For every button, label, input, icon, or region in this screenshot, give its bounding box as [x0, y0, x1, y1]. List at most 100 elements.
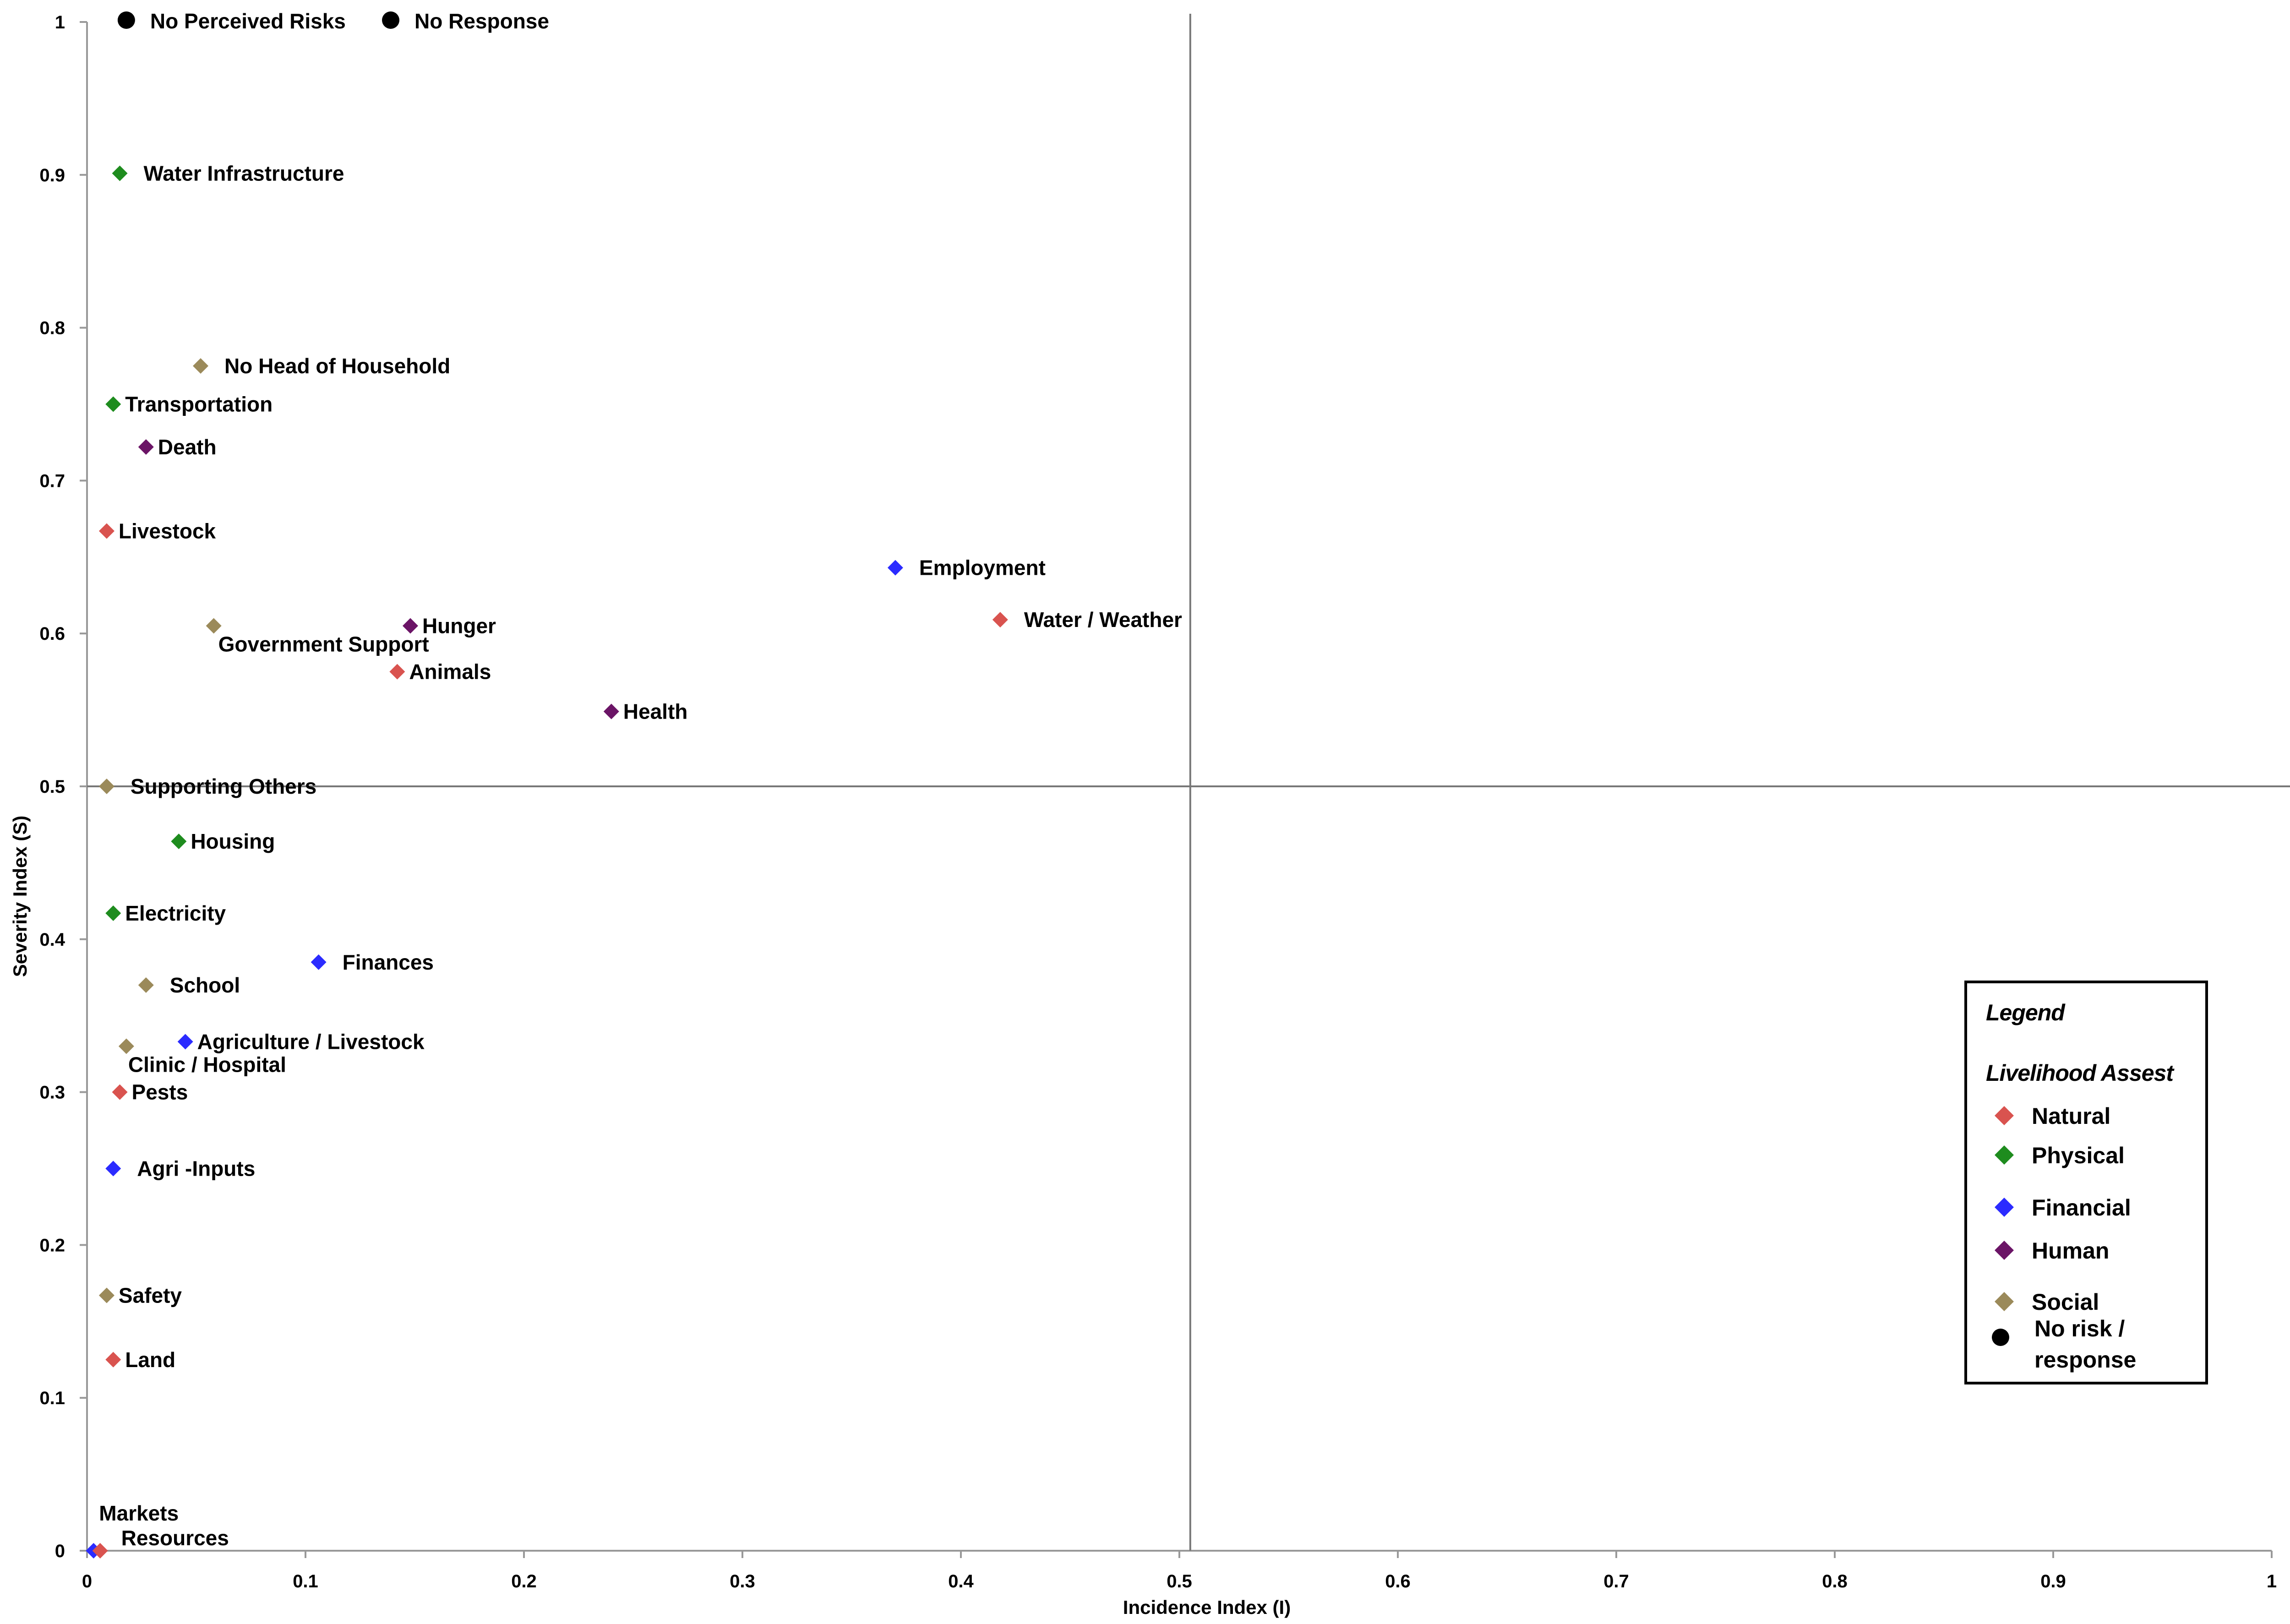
x-tick-label: 0 — [82, 1571, 92, 1591]
point-marker-diamond — [193, 358, 209, 374]
y-tick-label: 0.1 — [39, 1388, 65, 1408]
point-label: Health — [623, 699, 688, 723]
point-label: Livestock — [119, 519, 216, 543]
data-point: Animals — [389, 660, 491, 684]
data-point: Housing — [171, 829, 275, 853]
x-tick-label: 0.3 — [730, 1571, 755, 1591]
legend-marker-circle — [1992, 1329, 2009, 1346]
data-point: Water / Weather — [992, 608, 1182, 632]
point-marker-diamond — [118, 1038, 134, 1054]
point-marker-diamond — [311, 954, 327, 970]
point-marker-diamond — [92, 1543, 108, 1559]
data-point: Finances — [311, 950, 434, 974]
point-marker-diamond — [105, 905, 121, 921]
point-label: Government Support — [218, 632, 429, 656]
point-label: Resources — [121, 1526, 229, 1550]
point-label: Agri -Inputs — [137, 1157, 255, 1181]
point-label: Supporting Others — [131, 774, 316, 798]
point-label: Finances — [343, 950, 434, 974]
y-tick-label: 0.6 — [39, 624, 65, 644]
data-point: Health — [603, 699, 688, 723]
point-label: School — [170, 973, 240, 997]
y-tick-label: 0.3 — [39, 1083, 65, 1103]
ticks: 0 0.1 0.2 0.3 0.4 0.5 0.6 0.7 0.8 0.9 1 0 0.1 0.2 0.3 0… — [39, 12, 2277, 1591]
x-tick-label: 0.1 — [293, 1571, 318, 1591]
point-label: Transportation — [125, 392, 273, 416]
x-tick-label: 0.4 — [948, 1571, 974, 1591]
legend-label: response — [2034, 1347, 2136, 1373]
point-label: Agriculture / Livestock — [197, 1030, 425, 1053]
legend-marker-diamond — [1995, 1145, 2014, 1165]
point-label: Water Infrastructure — [144, 161, 344, 185]
y-tick-label: 0.5 — [39, 777, 65, 797]
legend-entry: Natural — [1995, 1103, 2110, 1129]
x-tick-label: 0.9 — [2040, 1571, 2066, 1591]
data-point: Supporting Others — [98, 774, 316, 798]
legend-marker-diamond — [1995, 1241, 2014, 1260]
legend-entry: Physical — [1995, 1143, 2125, 1168]
legend-label: Human — [2032, 1238, 2109, 1264]
point-marker-circle — [382, 11, 400, 29]
point-label: Markets — [99, 1501, 179, 1525]
point-label: No Perceived Risks — [150, 9, 346, 33]
data-point: Electricity — [105, 901, 226, 925]
x-tick-label: 0.7 — [1603, 1571, 1629, 1591]
point-marker-diamond — [112, 1084, 128, 1100]
x-tick-label: 0.6 — [1385, 1571, 1411, 1591]
point-marker-diamond — [389, 664, 405, 680]
y-tick-label: 0.8 — [39, 318, 65, 338]
point-marker-diamond — [402, 618, 418, 634]
data-points: No Perceived Risks No Response Water Infra… — [86, 9, 1182, 1559]
point-marker-diamond — [171, 834, 187, 850]
data-point: Clinic / Hospital — [118, 1038, 286, 1076]
point-label: Safety — [119, 1284, 182, 1308]
data-point: Government Support — [206, 618, 429, 656]
point-marker-diamond — [177, 1034, 193, 1050]
y-tick-label: 0.7 — [39, 471, 65, 491]
point-marker-diamond — [206, 618, 222, 634]
point-label: Pests — [132, 1080, 188, 1104]
point-label: No Response — [414, 9, 549, 33]
legend-label: Physical — [2032, 1143, 2125, 1168]
legend-entry: Financial — [1995, 1195, 2131, 1221]
y-tick-label: 1 — [55, 12, 65, 33]
point-label: Hunger — [422, 614, 496, 638]
point-marker-diamond — [98, 779, 114, 794]
point-marker-diamond — [603, 703, 619, 719]
data-point: School — [138, 973, 240, 997]
y-axis-title: Severity Index (S) — [9, 816, 31, 977]
data-point: Transportation — [105, 392, 273, 416]
y-tick-label: 0.4 — [39, 930, 65, 950]
x-tick-label: 0.8 — [1822, 1571, 1848, 1591]
data-point: Employment — [887, 556, 1046, 580]
point-label: Housing — [191, 829, 275, 853]
data-point: Hunger — [402, 614, 496, 638]
legend-marker-diamond — [1995, 1292, 2014, 1311]
legend-subtitle: Livelihood Assest — [1986, 1060, 2175, 1086]
point-label: Clinic / Hospital — [128, 1052, 286, 1076]
legend-entry: Human — [1995, 1238, 2109, 1264]
data-point: Land — [105, 1348, 175, 1372]
point-marker-diamond — [992, 612, 1008, 628]
legend-label: Financial — [2032, 1195, 2131, 1221]
legend-entry: Social — [1995, 1289, 2099, 1315]
legend-marker-diamond — [1995, 1198, 2014, 1217]
point-label: No Head of Household — [224, 354, 450, 378]
data-point: Livestock — [98, 519, 216, 543]
legend-label: Natural — [2032, 1103, 2110, 1129]
data-point: No Head of Household — [193, 354, 450, 378]
data-point: No Perceived Risks — [117, 9, 346, 33]
data-point: No Response — [382, 9, 549, 33]
x-axis-title: Incidence Index (I) — [1123, 1597, 1291, 1618]
point-label: Water / Weather — [1024, 608, 1182, 632]
legend-title: Legend — [1986, 1000, 2066, 1025]
data-point: Agri -Inputs — [105, 1157, 255, 1181]
legend: Legend Livelihood Assest Natural Physical… — [1964, 981, 2208, 1384]
point-marker-diamond — [138, 977, 154, 993]
point-marker-diamond — [105, 1161, 121, 1177]
point-label: Employment — [919, 556, 1046, 580]
legend-label: No risk / — [2034, 1316, 2125, 1341]
data-point: Resources — [92, 1526, 229, 1559]
